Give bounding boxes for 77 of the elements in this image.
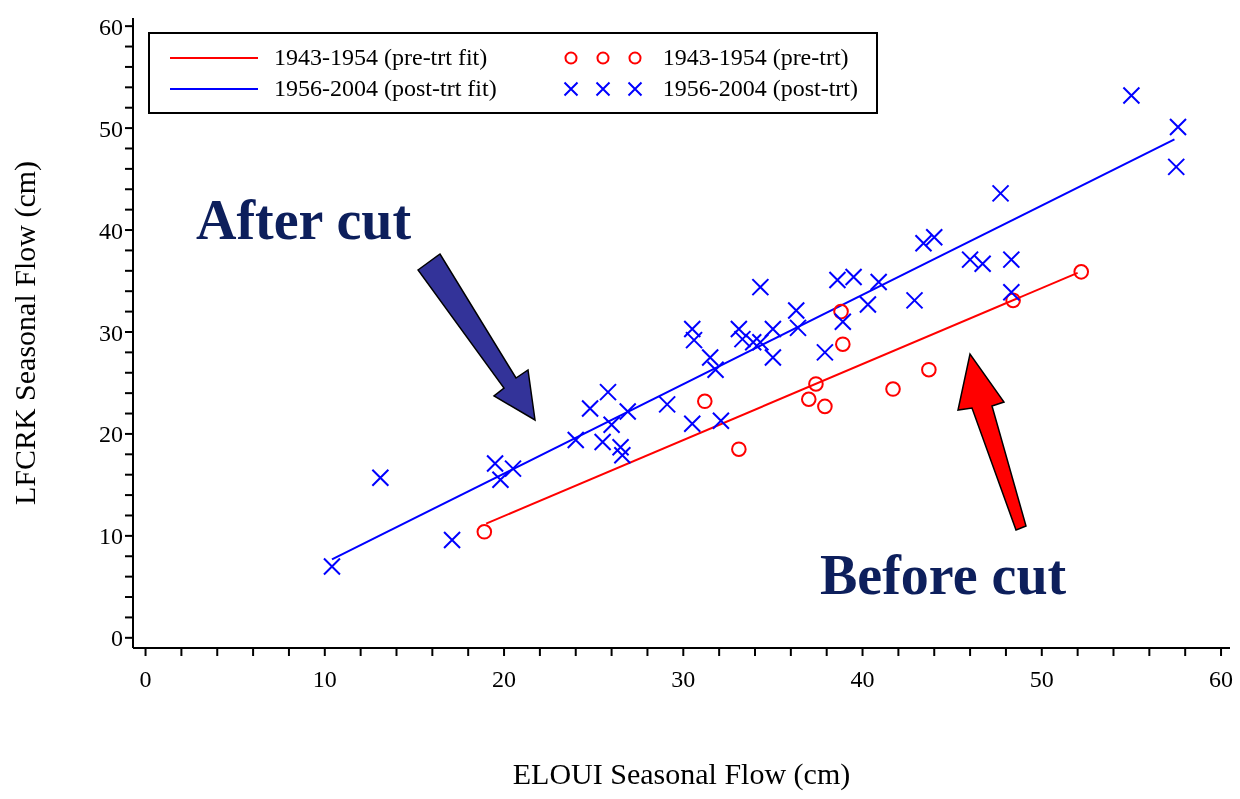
x-axis-title: ELOUI Seasonal Flow (cm) <box>512 757 851 791</box>
point <box>1169 118 1188 137</box>
legend-label: 1943-1954 (pre-trt) <box>662 44 849 71</box>
point <box>618 402 637 421</box>
point <box>835 336 851 353</box>
point <box>858 295 877 314</box>
x-tick-label: 10 <box>312 666 337 693</box>
point <box>991 184 1010 203</box>
annotation: After cut <box>196 188 412 252</box>
point <box>744 333 763 352</box>
x-tick-label: 0 <box>139 666 152 693</box>
point <box>602 415 621 434</box>
point <box>1002 250 1021 269</box>
x-tick-label: 50 <box>1029 666 1054 693</box>
point <box>371 468 390 487</box>
point <box>961 250 980 269</box>
x-tick-label: 40 <box>850 666 875 693</box>
point <box>706 360 725 379</box>
y-axis-title: LFCRK Seasonal Flow (cm) <box>7 160 42 506</box>
point <box>711 411 730 430</box>
y-tick-label: 60 <box>99 13 123 40</box>
annotation: Before cut <box>820 543 1067 607</box>
point <box>476 523 493 540</box>
point <box>683 319 702 338</box>
legend-label: 1956-2004 (post-trt) <box>662 75 858 102</box>
y-tick-label: 40 <box>99 217 123 244</box>
point <box>658 395 677 414</box>
point <box>800 391 817 408</box>
point <box>763 348 782 367</box>
point <box>751 278 770 297</box>
point <box>833 312 852 331</box>
point <box>1073 264 1090 280</box>
point <box>885 381 901 397</box>
point <box>914 234 933 253</box>
x-tick-label: 20 <box>492 666 517 693</box>
point <box>613 446 632 465</box>
y-tick-label: 0 <box>111 625 123 652</box>
point <box>815 343 834 362</box>
legend-label: 1943-1954 (pre-trt fit) <box>274 44 488 71</box>
point <box>921 361 937 378</box>
legend-label: 1956-2004 (post-trt fit) <box>274 75 497 102</box>
point <box>817 398 833 415</box>
point <box>322 557 341 576</box>
point <box>789 318 808 337</box>
point <box>701 348 720 367</box>
point <box>581 399 600 418</box>
point <box>599 383 618 402</box>
point <box>729 319 748 338</box>
y-tick-label: 30 <box>99 319 123 346</box>
x-tick-label: 60 <box>1209 666 1234 693</box>
point <box>763 319 782 338</box>
point <box>504 459 523 478</box>
point <box>808 376 824 392</box>
point <box>683 414 702 433</box>
point <box>925 228 944 247</box>
point <box>611 438 630 457</box>
point <box>1167 157 1186 176</box>
point <box>1002 283 1021 302</box>
point <box>697 393 713 410</box>
point <box>593 433 612 452</box>
point <box>1122 86 1141 105</box>
y-tick-label: 10 <box>99 523 123 550</box>
point <box>486 454 505 473</box>
point <box>869 273 888 292</box>
point <box>566 431 585 450</box>
point <box>491 470 510 489</box>
x-tick-label: 30 <box>671 666 696 693</box>
point <box>443 530 462 549</box>
point <box>1005 292 1021 309</box>
point <box>685 331 704 350</box>
point <box>833 303 849 320</box>
y-tick-label: 20 <box>99 421 123 448</box>
point <box>973 254 992 273</box>
point <box>905 291 924 310</box>
point <box>787 301 806 320</box>
point <box>731 441 747 458</box>
y-tick-label: 50 <box>99 115 123 142</box>
